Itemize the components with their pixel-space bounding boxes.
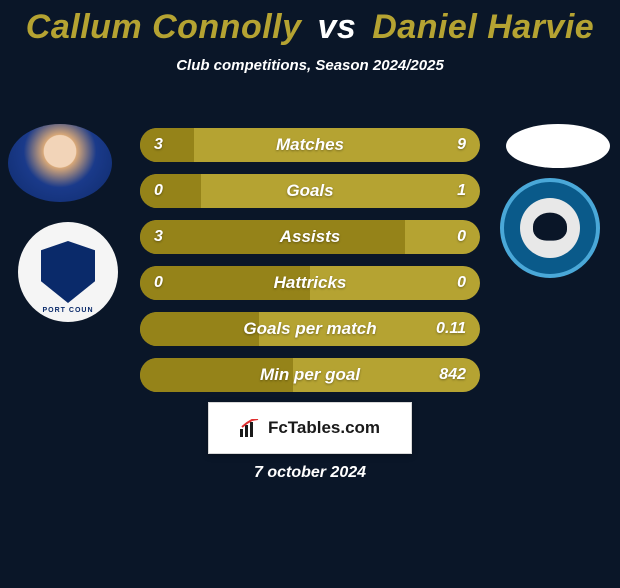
- player2-club-badge: [500, 178, 600, 278]
- stat-value-right: 9: [457, 128, 466, 162]
- stat-row: Min per goal842: [140, 358, 480, 392]
- stat-label: Goals per match: [140, 312, 480, 346]
- fctables-logo-icon: [240, 419, 262, 437]
- stat-row: Hattricks0 0: [140, 266, 480, 300]
- stat-value-left: 3: [154, 220, 163, 254]
- player1-club-badge: PORT COUN: [18, 222, 118, 322]
- stat-label: Assists: [140, 220, 480, 254]
- stat-bars-container: Matches39Goals01Assists30Hattricks00Goal…: [140, 128, 480, 404]
- stat-row: Goals0 1: [140, 174, 480, 208]
- stat-value-right: 1: [457, 174, 466, 208]
- swan-icon: [533, 213, 567, 241]
- stat-value-right: 0: [457, 266, 466, 300]
- snapshot-date: 7 october 2024: [0, 464, 620, 482]
- stat-label: Min per goal: [140, 358, 480, 392]
- stat-value-left: 0: [154, 266, 163, 300]
- player2-avatar: [506, 124, 610, 168]
- site-brand-text: FcTables.com: [268, 418, 380, 438]
- stat-value-right: 0: [457, 220, 466, 254]
- stat-value-left: 3: [154, 128, 163, 162]
- stat-value-right: 842: [439, 358, 466, 392]
- stat-label: Matches: [140, 128, 480, 162]
- club2-inner-circle: [520, 198, 580, 258]
- player1-avatar: [8, 124, 112, 202]
- stat-value-right: 0.11: [436, 312, 466, 346]
- player2-name: Daniel Harvie: [372, 8, 594, 46]
- competition-subtitle: Club competitions, Season 2024/2025: [0, 57, 620, 74]
- club-shield-icon: [41, 241, 95, 303]
- stat-label: Hattricks: [140, 266, 480, 300]
- club1-name: PORT COUN: [18, 307, 118, 314]
- stat-row: Goals per match0.11: [140, 312, 480, 346]
- comparison-title: Callum Connolly vs Daniel Harvie: [0, 8, 620, 47]
- site-attribution-badge: FcTables.com: [208, 402, 412, 454]
- player1-name: Callum Connolly: [26, 8, 302, 46]
- stat-value-left: 0: [154, 174, 163, 208]
- vs-text: vs: [317, 8, 356, 46]
- stat-row: Assists3 0: [140, 220, 480, 254]
- stat-row: Matches3 9: [140, 128, 480, 162]
- stat-label: Goals: [140, 174, 480, 208]
